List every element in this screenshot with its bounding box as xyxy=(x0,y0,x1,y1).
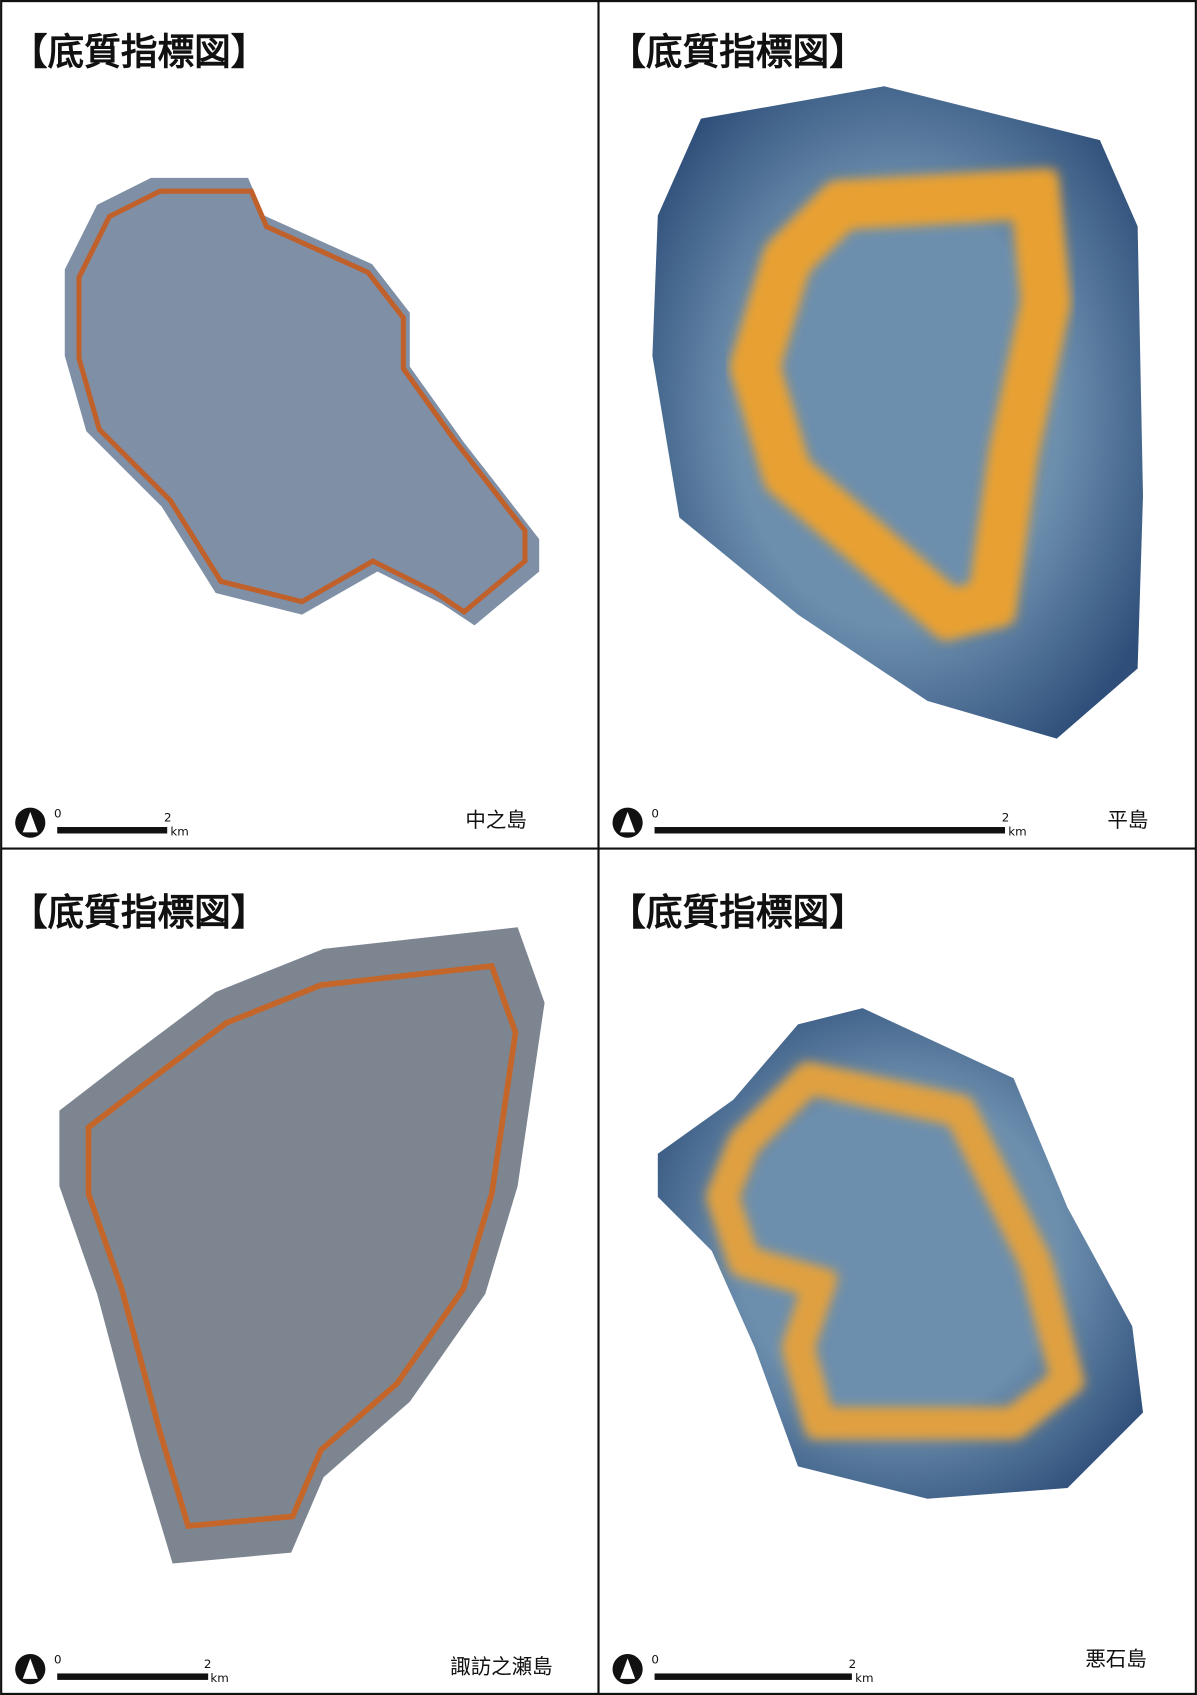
panel-title: 【底質指標図】 xyxy=(609,891,866,934)
scale-end: 2 xyxy=(164,811,172,825)
island-name: 諏訪之瀬島 xyxy=(450,1654,552,1678)
scale-footer: 0 2 km 平島 xyxy=(613,806,1149,838)
scale-unit: km xyxy=(855,1671,873,1685)
scale-unit: km xyxy=(170,825,188,839)
island-name: 中之島 xyxy=(465,808,526,832)
island-name: 悪石島 xyxy=(1085,1647,1146,1671)
scale-start: 0 xyxy=(54,1653,62,1667)
scale-start: 0 xyxy=(54,806,62,820)
scale-footer: 0 2 km 悪石島 xyxy=(613,1647,1147,1685)
island-map xyxy=(59,927,544,1563)
scale-footer: 0 2 km 諏訪之瀬島 xyxy=(15,1653,552,1685)
map-figure: 【底質指標図】 【底質指標図】 【底質指標図】 【底質指標図】 0 2 km 中… xyxy=(0,0,1197,1695)
panel-title: 【底質指標図】 xyxy=(11,31,268,74)
island-name: 平島 xyxy=(1107,808,1148,832)
scale-start: 0 xyxy=(651,806,659,820)
scale-end: 2 xyxy=(849,1657,857,1671)
scale-footer: 0 2 km 中之島 xyxy=(15,806,527,838)
panel-title: 【底質指標図】 xyxy=(609,31,866,74)
scale-end: 2 xyxy=(1002,811,1010,825)
scale-unit: km xyxy=(210,1671,228,1685)
panel-title: 【底質指標図】 xyxy=(11,891,268,934)
island-map xyxy=(652,86,1143,738)
scale-start: 0 xyxy=(651,1653,659,1667)
scale-end: 2 xyxy=(204,1657,212,1671)
island-map xyxy=(65,178,539,625)
scale-unit: km xyxy=(1008,825,1026,839)
island-map xyxy=(658,1008,1143,1499)
